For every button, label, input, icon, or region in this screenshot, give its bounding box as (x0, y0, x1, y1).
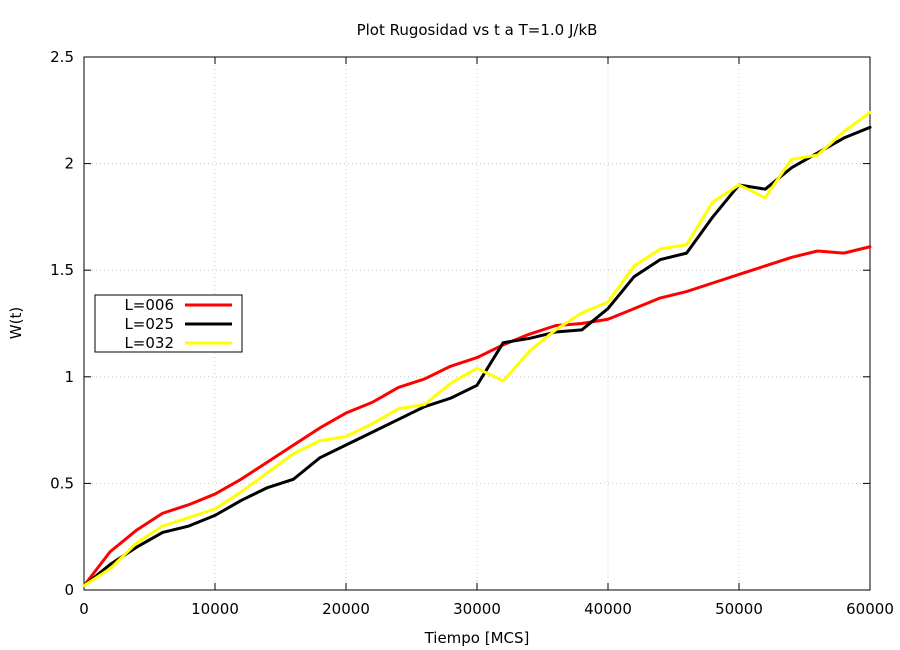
x-tick-label: 60000 (846, 600, 894, 618)
y-tick-label: 0 (64, 581, 74, 599)
legend-label: L=032 (124, 334, 174, 352)
x-tick-label: 30000 (453, 600, 501, 618)
axis-ticks: 0 10000 20000 30000 40000 50000 60000 0 0.5 1 1.5 2… (50, 48, 894, 618)
legend-label: L=025 (124, 315, 174, 333)
y-axis-title: W(t) (7, 307, 25, 339)
y-tick-label: 1.5 (50, 261, 74, 279)
x-tick-label: 20000 (322, 600, 370, 618)
x-tick-label: 10000 (191, 600, 239, 618)
y-tick-label: 2 (64, 155, 74, 173)
x-tick-label: 40000 (584, 600, 632, 618)
y-tick-label: 0.5 (50, 474, 74, 492)
series-layer (82, 110, 872, 588)
x-axis-title: Tiempo [MCS] (424, 629, 530, 647)
legend-label: L=006 (124, 296, 174, 314)
y-tick-label: 1 (64, 368, 74, 386)
x-tick-label: 0 (79, 600, 89, 618)
series-line-l-032 (82, 110, 872, 588)
chart-title: Plot Rugosidad vs t a T=1.0 J/kB (357, 21, 598, 39)
x-tick-label: 50000 (715, 600, 763, 618)
y-tick-label: 2.5 (50, 48, 74, 66)
grid (84, 57, 870, 590)
series-line-l-006 (82, 245, 872, 588)
